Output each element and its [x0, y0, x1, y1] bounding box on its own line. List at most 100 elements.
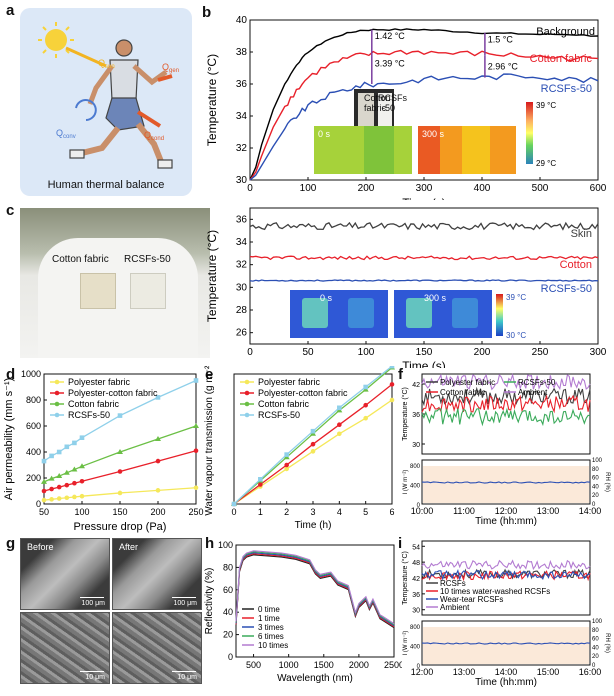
q-conv-label: Qconv: [56, 128, 76, 140]
panel-label-d: d: [6, 366, 16, 383]
q-gen-label: Qgen: [162, 62, 179, 74]
data-point: [64, 482, 70, 488]
x-tick-label: 300: [590, 347, 607, 358]
legend-label: Polyester-cotton fabric: [258, 388, 348, 398]
y-axis-label: Water vapour transmission (g m⁻²): [204, 366, 215, 516]
data-point: [117, 469, 123, 474]
data-point: [72, 440, 77, 446]
sun-arrow: [65, 46, 107, 68]
data-point: [310, 428, 316, 434]
x-tick-label: 11:00: [453, 506, 475, 516]
data-point: [79, 478, 85, 484]
x-tick-label: 50: [39, 507, 49, 517]
shirt-back: [38, 238, 198, 358]
data-point: [337, 431, 342, 437]
legend-label: Polyester-cotton fabric: [68, 388, 158, 398]
x-tick-label: 2500: [384, 660, 402, 670]
data-point: [155, 488, 161, 493]
x-tick-label: 12:00: [411, 667, 434, 677]
legend-rcsf: RCSFs-50: [541, 83, 592, 95]
colorbar-min: 29 °C: [536, 159, 556, 168]
legend-label: RCSFs-50: [68, 410, 110, 420]
y-tick-label: 40: [236, 15, 248, 26]
panel-label-c: c: [6, 202, 15, 219]
legend-label: Cotton fabric: [68, 399, 120, 409]
x-tick-label: 16:00: [579, 667, 602, 677]
data-point: [155, 436, 161, 441]
irradiance-tick-label: 400: [410, 644, 421, 650]
y-tick-label: 30: [412, 442, 420, 449]
sem-after-surface: 10 μm: [112, 612, 202, 684]
panel-a-caption: Human thermal balance: [48, 179, 165, 191]
y-tick-label: 48: [412, 560, 420, 567]
x-axis-label: Time (s): [402, 196, 446, 200]
y-axis-label: Temperature (°C): [401, 387, 409, 441]
rh-tick-label: 80: [592, 628, 599, 634]
legend-cotton: Cotton fabric: [530, 53, 593, 65]
series-line-background: [249, 28, 599, 181]
legend-label: Cotton fabric: [258, 399, 310, 409]
data-point: [56, 496, 62, 501]
data-point: [63, 469, 70, 475]
y-tick-label: 40: [223, 607, 233, 617]
inset-cotton-label-2: fabric: [364, 103, 387, 113]
scalebar: [80, 671, 104, 672]
x-tick-label: 2000: [349, 660, 369, 670]
data-point: [49, 453, 54, 459]
x-tick-label: 100: [358, 347, 375, 358]
rh-tick-label: 60: [592, 637, 599, 643]
data-point: [193, 485, 199, 491]
y-axis-label: Temperature (°C): [205, 54, 219, 146]
scalebar: [172, 597, 196, 598]
y-tick-label: 54: [412, 544, 420, 551]
thermal-cotton-patch: [302, 298, 328, 328]
sun-icon: [38, 22, 74, 58]
irradiance-tick-label: 0: [417, 503, 421, 509]
x-tick-label: 200: [358, 183, 375, 194]
y-tick-label: 400: [26, 447, 41, 457]
annotation-label: 1.5 °C: [488, 34, 514, 44]
rh-tick-label: 60: [592, 476, 599, 482]
plot-frame: [235, 544, 395, 658]
thermal-rcsf-patch: [348, 298, 374, 328]
rcsf-patch: [130, 273, 166, 309]
inset-rcsf-label-2: -50: [382, 103, 395, 113]
runner-figure: [69, 39, 173, 169]
colorbar: [496, 294, 503, 336]
y-tick-label: 600: [26, 421, 41, 431]
x-tick-label: 13:00: [537, 506, 560, 516]
thermal-image-0s-band: [364, 126, 394, 174]
inset-cotton-label: Cotton: [364, 93, 391, 103]
x-tick-label: 100: [74, 507, 89, 517]
y-tick-label: 30: [236, 282, 248, 293]
legend-label: 6 times: [258, 632, 284, 641]
humidity-area: [423, 466, 589, 503]
irradiance-tick-label: 800: [410, 464, 421, 470]
chart-h-reflectivity: 500 1000 1500 2000 2500 0 20 40 60 80 100 Wavelengt…: [204, 540, 402, 684]
y-tick-label: 800: [26, 395, 41, 405]
y-tick-label: 42: [412, 382, 420, 389]
x-tick-label: 200: [474, 347, 491, 358]
y-axis-label: Temperature (°C): [401, 551, 409, 605]
sem-before-surface: 10 μm: [20, 612, 110, 684]
data-point: [41, 478, 47, 484]
data-point: [310, 441, 316, 447]
panel-label-b: b: [202, 4, 212, 21]
data-point: [79, 493, 85, 499]
series-line-polyester-fabric: [421, 386, 591, 407]
y-tick-label: 200: [26, 473, 41, 483]
data-point: [363, 384, 368, 390]
sem-scale-label: 100 μm: [173, 600, 198, 607]
legend-label: 1 time: [258, 614, 280, 623]
annotation-label: 2.96 °C: [488, 62, 519, 72]
y-tick-label: 36: [236, 214, 248, 225]
legend-label: Wear-tear RCSFs: [440, 595, 503, 604]
series-line-ambient: [421, 372, 591, 391]
y-tick-label: 36: [412, 592, 420, 599]
annotation-label: 1.42 °C: [375, 31, 406, 41]
x-tick-label: 12:00: [495, 506, 518, 516]
x-tick-label: 6: [389, 507, 394, 517]
x-tick-label: 0: [247, 347, 253, 358]
